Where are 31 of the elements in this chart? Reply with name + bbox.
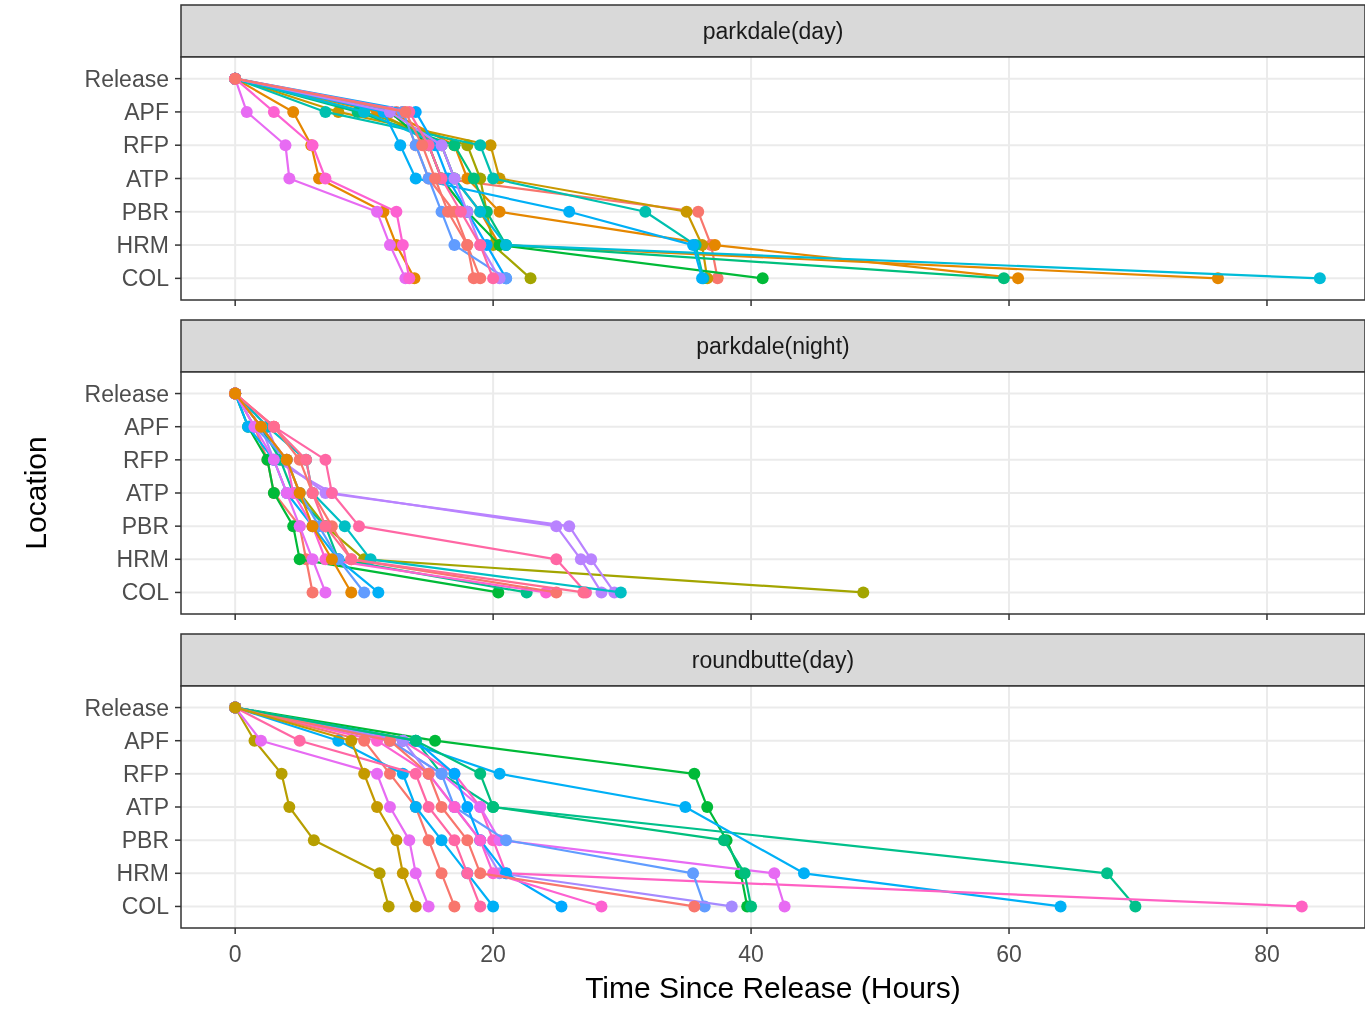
y-tick-label: APF xyxy=(124,727,169,754)
y-tick-label: RFP xyxy=(123,760,169,787)
y-axis-title: Location xyxy=(19,436,52,550)
y-tick-label: PBR xyxy=(121,198,169,225)
y-tick-label: HRM xyxy=(116,546,169,573)
chart-title: parkdale(night) xyxy=(696,333,850,359)
y-tick-label: Release xyxy=(84,380,169,407)
x-tick-label: 40 xyxy=(738,941,764,967)
y-tick-label: Release xyxy=(84,65,169,92)
x-tick-label: 0 xyxy=(228,941,242,967)
y-tick-label: ATP xyxy=(125,794,169,820)
y-tick-label: PBR xyxy=(121,513,169,540)
y-tick-label: HRM xyxy=(116,860,169,887)
y-tick-label: ATP xyxy=(125,480,169,506)
y-tick-label: COL xyxy=(121,893,170,920)
y-tick-label: APF xyxy=(124,413,169,440)
y-tick-label: ATP xyxy=(125,165,169,192)
y-tick-label: HRM xyxy=(116,232,169,259)
y-tick-label: COL xyxy=(121,579,170,606)
y-tick-label: COL xyxy=(121,265,170,292)
y-tick-label: RFP xyxy=(123,446,169,473)
y-tick-label: APF xyxy=(124,98,169,125)
x-tick-label: 80 xyxy=(1254,941,1280,967)
chart-title: parkdale(day) xyxy=(702,18,844,44)
y-tick-label: RFP xyxy=(123,132,169,159)
x-tick-label: 60 xyxy=(996,941,1022,967)
y-tick-label: Release xyxy=(84,694,169,721)
y-tick-label: PBR xyxy=(121,827,169,854)
x-axis-title: Time Since Release (Hours) xyxy=(585,971,961,1004)
x-tick-label: 20 xyxy=(480,941,506,967)
chart-title: roundbutte(day) xyxy=(691,647,855,673)
